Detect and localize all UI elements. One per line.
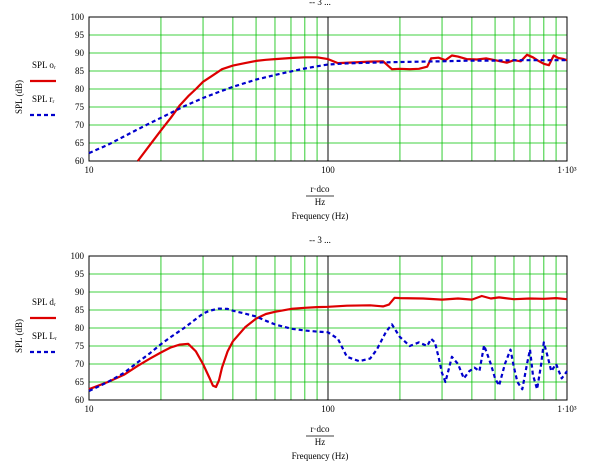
y-tick-label: 75 — [75, 341, 85, 351]
legend-label-1: SPL dᵣ — [32, 297, 56, 307]
plot-frame — [88, 16, 568, 162]
y-tick-label: 65 — [75, 138, 85, 148]
legend-label-2: SPL rᵣ — [32, 94, 55, 104]
y-axis-label: SPL (dB) — [14, 319, 24, 353]
x-tick-label: 100 — [321, 165, 335, 175]
chart-top-label: -- 3 ... — [309, 235, 331, 245]
plot-frame — [88, 255, 568, 401]
y-tick-label: 65 — [75, 377, 85, 387]
chart-2: 60 65 70 75 80 85 90 95 100 10 100 1·10³ -- 3 ... SPL… — [14, 235, 577, 461]
x-tick-label: 100 — [321, 404, 335, 414]
chart-1: 60 65 70 75 80 85 90 95 100 10 100 1·10³ -- 3 ... SPL… — [14, 0, 577, 221]
y-tick-label: 95 — [75, 30, 85, 40]
y-tick-label: 90 — [75, 48, 85, 58]
chart-top-label: -- 3 ... — [309, 0, 331, 7]
x-axis-label-line-1: r·dco — [311, 184, 330, 194]
y-tick-label: 90 — [75, 287, 85, 297]
y-tick-label: 95 — [75, 269, 85, 279]
x-tick-label: 1·10³ — [557, 165, 576, 175]
series-line-2 — [88, 59, 567, 155]
y-tick-label: 80 — [75, 84, 85, 94]
legend-label-2: SPL Lᵣ — [32, 331, 57, 341]
x-axis-label-line-2: Hz — [315, 197, 326, 207]
y-tick-label: 60 — [75, 395, 85, 405]
y-tick-label: 75 — [75, 102, 85, 112]
y-tick-label: 85 — [75, 66, 85, 76]
series-line-1 — [136, 53, 568, 162]
y-tick-label: 70 — [75, 359, 85, 369]
y-axis-label: SPL (dB) — [14, 80, 24, 114]
y-tick-label: 70 — [75, 120, 85, 130]
x-tick-label: 10 — [85, 404, 95, 414]
y-tick-label: 100 — [71, 251, 85, 261]
x-tick-label: 10 — [85, 165, 95, 175]
y-tick-label: 80 — [75, 323, 85, 333]
legend-label-1: SPL oᵣ — [32, 60, 56, 70]
series-line-1 — [88, 294, 568, 391]
y-tick-label: 100 — [71, 12, 85, 22]
series-line-2 — [88, 307, 568, 392]
y-tick-label: 85 — [75, 305, 85, 315]
x-axis-label-line-3: Frequency (Hz) — [292, 211, 349, 221]
x-axis-label-line-1: r·dco — [311, 424, 330, 434]
y-tick-label: 60 — [75, 156, 85, 166]
x-axis-label-line-3: Frequency (Hz) — [292, 451, 349, 461]
x-tick-label: 1·10³ — [557, 404, 576, 414]
x-axis-label-line-2: Hz — [315, 437, 326, 447]
